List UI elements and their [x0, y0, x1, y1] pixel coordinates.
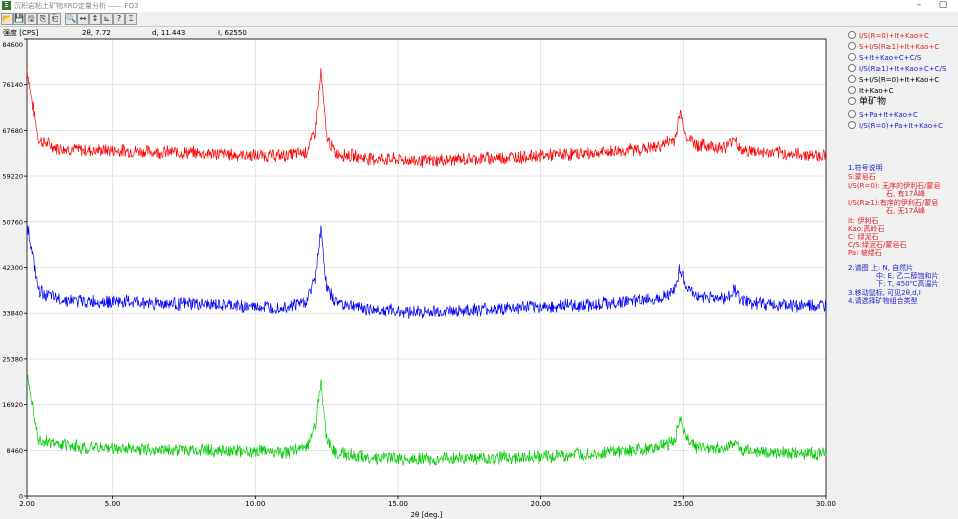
mineral-option[interactable]: I/S(R=0)+It+Kao+C	[848, 31, 929, 42]
help-icon[interactable]: ?	[113, 13, 125, 25]
radio-button[interactable]	[848, 75, 856, 83]
mineral-option[interactable]: I/S(R≥1)+It+Kao+C+C/S	[848, 64, 946, 75]
x-tick-label: 5.00	[105, 500, 121, 508]
two-theta-readout: 2θ, 7.72	[82, 29, 111, 37]
axis-icon[interactable]: ⊾	[101, 13, 113, 25]
y-tick-label: 0	[19, 493, 23, 501]
mineral-option-label: S+Pa+It+Kao+C	[859, 111, 918, 119]
legend-pa: Pa: 坡缕石	[848, 249, 882, 257]
radio-button[interactable]	[848, 86, 856, 94]
mineral-option-label: S+I/S(R≥1)+It+Kao+C	[859, 43, 940, 51]
x-tick-label: 15.00	[388, 500, 408, 508]
save-as-icon[interactable]: 🖫	[25, 13, 37, 25]
x-tick-label: 10.00	[245, 500, 265, 508]
x-tick-label: 25.00	[673, 500, 693, 508]
save-icon[interactable]: 💾	[13, 13, 25, 25]
x-axis-label: 2θ [deg.]	[411, 511, 443, 519]
vertical-scale-icon[interactable]: ↕	[89, 13, 101, 25]
radio-button[interactable]	[848, 31, 856, 39]
open-folder-icon[interactable]: 📂	[1, 13, 13, 25]
mineral-option[interactable]: S+It+Kao+C+C/S	[848, 53, 921, 64]
legend-spectra-top: 2.谱图 上: N, 自然片	[848, 264, 914, 272]
y-tick-label: 8460	[6, 447, 23, 455]
legend-c: C: 绿泥石	[848, 233, 879, 241]
legend-mouse-hint: 3.移动鼠标, 可见2θ,d,I	[848, 289, 921, 297]
xrd-spectrum-line	[26, 68, 827, 168]
legend-select-hint: 4.请选择矿物组合类型	[848, 297, 918, 305]
mineral-option[interactable]: It+Kao+C	[848, 86, 893, 97]
xrd-spectrum-line	[26, 372, 827, 466]
y-tick-label: 50760	[2, 218, 23, 226]
xrd-chart[interactable]: 2.00 5.00 10.00 15.00 20.00 25.00 30.00 0 8460 16…	[0, 27, 842, 519]
mineral-option[interactable]: 单矿物	[848, 97, 886, 108]
radio-button[interactable]	[848, 42, 856, 50]
legend-spectra-bottom: 下: T, 450℃高温片	[876, 280, 939, 288]
legend-it: It: 伊利石	[848, 217, 879, 225]
xrd-plot-area[interactable]: 2.00 5.00 10.00 15.00 20.00 25.00 30.00 0 8460 16…	[0, 27, 842, 519]
mineral-option-label: 单矿物	[859, 97, 887, 107]
legend-title: 1.符号说明	[848, 164, 883, 172]
mineral-combination-panel: I/S(R=0)+It+Kao+C S+I/S(R≥1)+It+Kao+C S+It…	[842, 27, 958, 519]
app-icon: Ξ	[2, 1, 11, 10]
x-tick-label: 30.00	[816, 500, 836, 508]
minimize-button[interactable]: –	[916, 0, 922, 10]
legend-kao: Kao:高岭石	[848, 225, 885, 233]
x-tick-label: 20.00	[531, 500, 551, 508]
mineral-option-label: I/S(R=0)+It+Kao+C	[859, 32, 929, 40]
y-tick-label: 84600	[2, 41, 23, 49]
exit-icon[interactable]: ⌶	[125, 13, 137, 25]
mineral-option-label: S+It+Kao+C+C/S	[859, 54, 922, 62]
maximize-button[interactable]: ▢	[938, 0, 948, 10]
mineral-option-label: I/S(R≥1)+It+Kao+C+C/S	[859, 65, 947, 73]
paste-icon[interactable]: ⎗	[49, 13, 61, 25]
y-tick-label: 42300	[2, 264, 23, 272]
y-tick-label: 76140	[2, 81, 23, 89]
radio-button[interactable]	[848, 97, 856, 105]
y-tick-label: 33840	[2, 310, 23, 318]
x-tick-label: 2.00	[19, 500, 35, 508]
radio-button[interactable]	[848, 110, 856, 118]
horizontal-scale-icon[interactable]: ↔	[77, 13, 89, 25]
radio-button[interactable]	[848, 53, 856, 61]
y-axis-label: 强度 [CPS]	[3, 29, 39, 37]
readout-bar: 强度 [CPS] 2θ, 7.72 d, 11.443 I, 62550	[0, 27, 840, 39]
y-tick-label: 25380	[2, 355, 23, 363]
mineral-option-label: S+I/S(R=0)+It+Kao+C	[859, 76, 940, 84]
xrd-spectrum-line	[26, 223, 827, 319]
legend-is0-1: I/S(R=0): 无序的伊利石/蒙皂	[848, 182, 941, 190]
zoom-icon[interactable]: 🔍	[65, 13, 77, 25]
legend-s: S:蒙皂石	[848, 173, 876, 181]
legend-is1-1: I/S(R≥1):有序的伊利石/蒙皂	[848, 199, 939, 207]
mineral-option[interactable]: S+Pa+It+Kao+C	[848, 110, 918, 121]
mineral-option[interactable]: I/S(R=0)+Pa+It+Kao+C	[848, 121, 943, 132]
legend-spectra-middle: 中: E, 乙二醇饱和片	[876, 272, 939, 280]
y-tick-label: 67680	[2, 127, 23, 135]
intensity-readout: I, 62550	[218, 29, 247, 37]
mineral-option[interactable]: S+I/S(R≥1)+It+Kao+C	[848, 42, 939, 53]
title-bar: Ξ 沉积岩粘土矿物XRD定量分析 —— FQ3 – ▢	[0, 0, 958, 12]
y-tick-label: 59220	[2, 173, 23, 181]
mineral-option[interactable]: S+I/S(R=0)+It+Kao+C	[848, 75, 939, 86]
mineral-option-label: I/S(R=0)+Pa+It+Kao+C	[859, 122, 943, 130]
mineral-option-label: It+Kao+C	[859, 87, 894, 95]
legend-is1-2: 石, 无17Å峰	[886, 207, 926, 215]
y-tick-label: 16920	[2, 401, 23, 409]
copy-icon[interactable]: ⎘	[37, 13, 49, 25]
legend-is0-2: 石, 有17Å峰	[886, 190, 926, 198]
radio-button[interactable]	[848, 64, 856, 72]
d-spacing-readout: d, 11.443	[152, 29, 186, 37]
legend-cs: C/S:绿泥石/蒙皂石	[848, 241, 907, 249]
window-title: 沉积岩粘土矿物XRD定量分析 —— FQ3	[14, 2, 139, 10]
radio-button[interactable]	[848, 121, 856, 129]
toolbar: 📂 💾 🖫 ⎘ ⎗ 🔍 ↔ ↕ ⊾ ? ⌶	[0, 12, 958, 27]
